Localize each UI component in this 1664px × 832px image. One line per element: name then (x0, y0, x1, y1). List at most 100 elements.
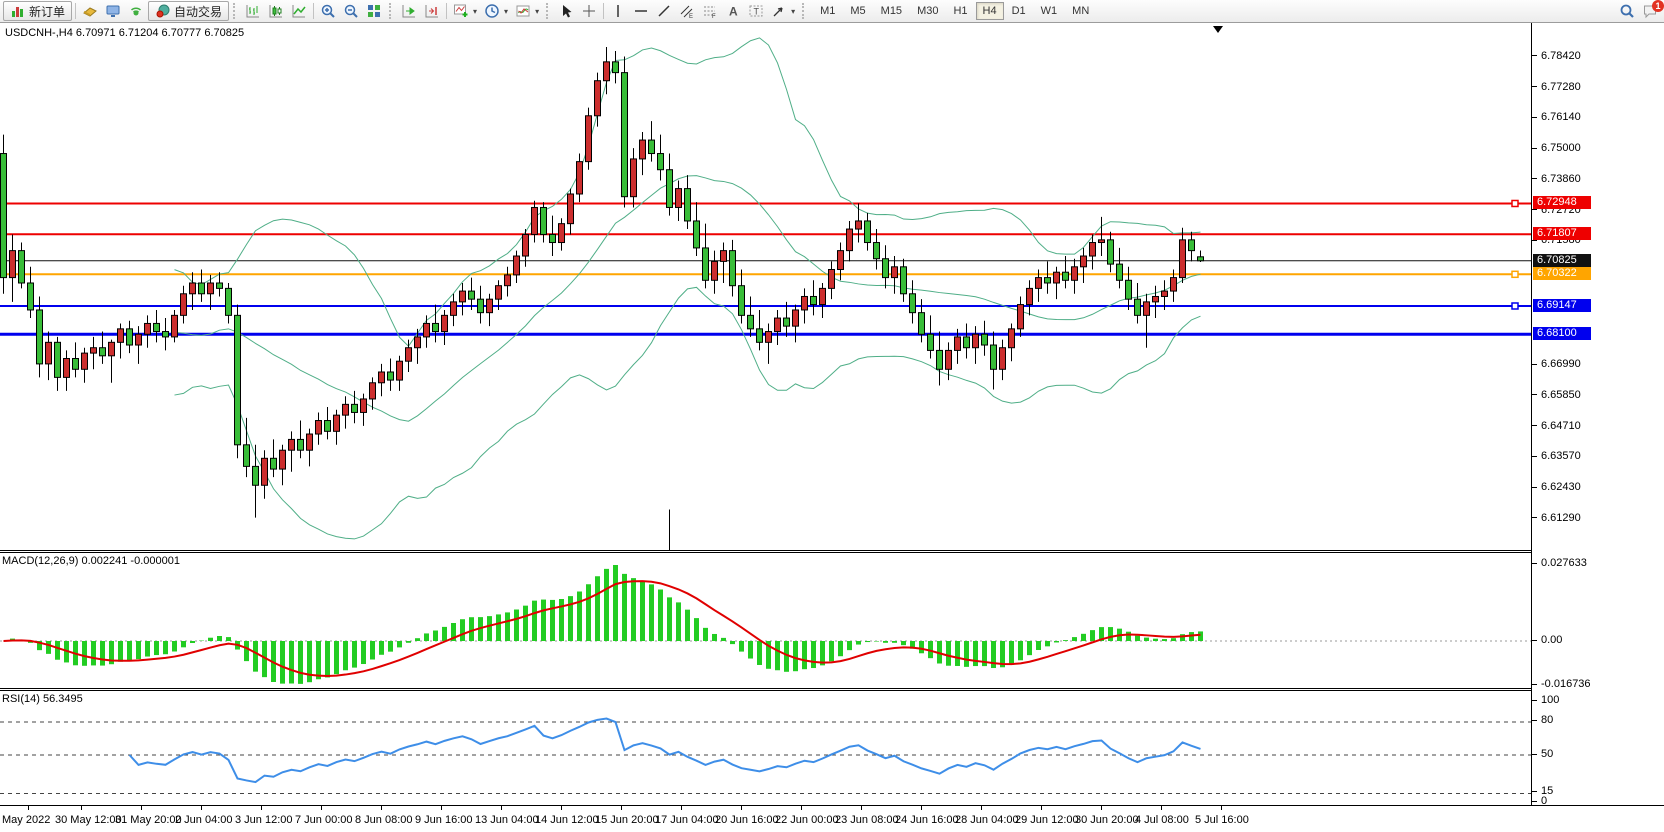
candle-body (477, 298, 484, 314)
svg-text:A: A (729, 5, 738, 19)
arrow-object-icon (773, 7, 783, 17)
new-order-button[interactable]: 新订单 (3, 1, 73, 21)
candle-body (1098, 239, 1105, 244)
tile-windows-button[interactable] (363, 1, 385, 21)
trendline-button[interactable] (653, 1, 675, 21)
clock-icon (485, 4, 499, 18)
periods-button[interactable]: ▾ (481, 1, 511, 21)
candle-body (765, 331, 772, 343)
candle-body (1116, 263, 1123, 281)
pane-separator[interactable] (0, 550, 1664, 551)
candle-body (27, 282, 34, 311)
candlestick-chart-button[interactable] (265, 1, 287, 21)
auto-scroll-button[interactable] (398, 1, 420, 21)
candle-body (756, 328, 763, 343)
text-label-button[interactable]: T (745, 1, 767, 21)
signals-button[interactable] (125, 1, 147, 21)
candle-body (387, 371, 394, 381)
bar-chart-button[interactable] (242, 1, 264, 21)
candle-body (711, 260, 718, 281)
candle-body (90, 347, 97, 354)
timeframe-h1[interactable]: H1 (953, 5, 968, 17)
price-chart-pane[interactable] (0, 23, 1531, 550)
candle-body (927, 333, 934, 351)
cursor-button[interactable] (555, 1, 577, 21)
price-axis-label: 6.64710 (1541, 419, 1581, 432)
candle-body (360, 398, 367, 413)
candle-body (1152, 295, 1159, 303)
candle-body (351, 403, 358, 413)
timeframe-m1[interactable]: M1 (820, 5, 836, 17)
macd-scale-label: -0.016736 (1541, 678, 1591, 690)
pane-separator[interactable] (0, 688, 1664, 689)
candle-body (225, 287, 232, 316)
candle-body (702, 247, 709, 281)
vertical-line-button[interactable] (607, 1, 629, 21)
zoom-out-button[interactable] (340, 1, 362, 21)
toolbar-grip[interactable] (802, 3, 807, 19)
pane-separator[interactable] (0, 552, 1664, 553)
rsi-scale-tick (1532, 754, 1537, 755)
candle-body (855, 220, 862, 230)
candle-body (9, 250, 16, 279)
time-axis-label: 31 May 20:00 (115, 814, 182, 826)
candle-body (108, 341, 115, 357)
candle-body (837, 250, 844, 271)
candle-body (288, 438, 295, 451)
rsi-pane[interactable] (0, 691, 1531, 805)
timeframe-m15[interactable]: M15 (880, 5, 903, 17)
timeframe-h4[interactable]: H4 (975, 2, 1004, 20)
channel-button[interactable]: E (676, 1, 698, 21)
toolbar-grip[interactable] (233, 3, 238, 19)
price-axis-tick (1532, 517, 1537, 519)
candle-body (594, 80, 601, 117)
timeframe-m5[interactable]: M5 (850, 5, 866, 17)
timeframe-mn[interactable]: MN (1072, 5, 1090, 17)
time-axis-label: May 2022 (2, 814, 51, 826)
auto-trading-icon (156, 4, 170, 18)
auto-trading-button[interactable]: 自动交易 (148, 1, 230, 21)
horizontal-line-button[interactable] (630, 1, 652, 21)
templates-button[interactable]: ▾ (512, 1, 542, 21)
price-axis-label: 6.78420 (1541, 49, 1581, 62)
zoom-in-icon (321, 4, 335, 18)
timeframe-m30[interactable]: M30 (917, 5, 939, 17)
candle-body (981, 333, 988, 346)
crosshair-button[interactable] (578, 1, 600, 21)
candle-body (1125, 279, 1132, 300)
price-axis[interactable]: 6.78420 6.77280 6.76140 6.75000 6.73860 6.727… (1531, 23, 1664, 807)
price-axis-label: 6.61290 (1541, 511, 1581, 524)
line-chart-button[interactable] (288, 1, 310, 21)
toolbar-grip[interactable] (389, 3, 394, 19)
timeframe-d1[interactable]: D1 (1011, 5, 1026, 17)
rsi-label: RSI(14) 56.3495 (2, 693, 83, 705)
candle-body (144, 322, 151, 335)
chart-shift-button[interactable] (421, 1, 443, 21)
arrows-button[interactable]: ▾ (768, 1, 798, 21)
terminal-button[interactable] (102, 1, 124, 21)
price-axis-tick (1532, 209, 1537, 211)
macd-pane[interactable] (0, 553, 1531, 688)
market-watch-button[interactable] (79, 1, 101, 21)
candle-body (792, 309, 799, 327)
time-axis[interactable]: May 2022 30 May 12:00 31 May 20:00 2 Jun 04… (0, 805, 1664, 832)
price-axis-tick (1532, 178, 1537, 180)
text-button[interactable]: A (722, 1, 744, 21)
candle-body (549, 233, 556, 244)
price-axis-tick (1532, 425, 1537, 427)
candle-body (513, 255, 520, 276)
toolbar-grip[interactable] (546, 3, 551, 19)
search-button[interactable] (1616, 1, 1638, 21)
chart-shift-marker[interactable] (1213, 26, 1223, 33)
candle-body (162, 331, 169, 338)
zoom-in-button[interactable] (317, 1, 339, 21)
indicators-button[interactable]: ▾ (450, 1, 480, 21)
notifications-button[interactable]: 1 (1639, 0, 1664, 21)
bollinger-lower-band (174, 286, 1201, 540)
fibonacci-button[interactable]: F (699, 1, 721, 21)
candle-body (1035, 277, 1042, 289)
fibonacci-icon: F (704, 6, 716, 19)
timeframe-w1[interactable]: W1 (1040, 5, 1058, 17)
candle-body (72, 358, 79, 370)
pane-separator[interactable] (0, 690, 1664, 691)
